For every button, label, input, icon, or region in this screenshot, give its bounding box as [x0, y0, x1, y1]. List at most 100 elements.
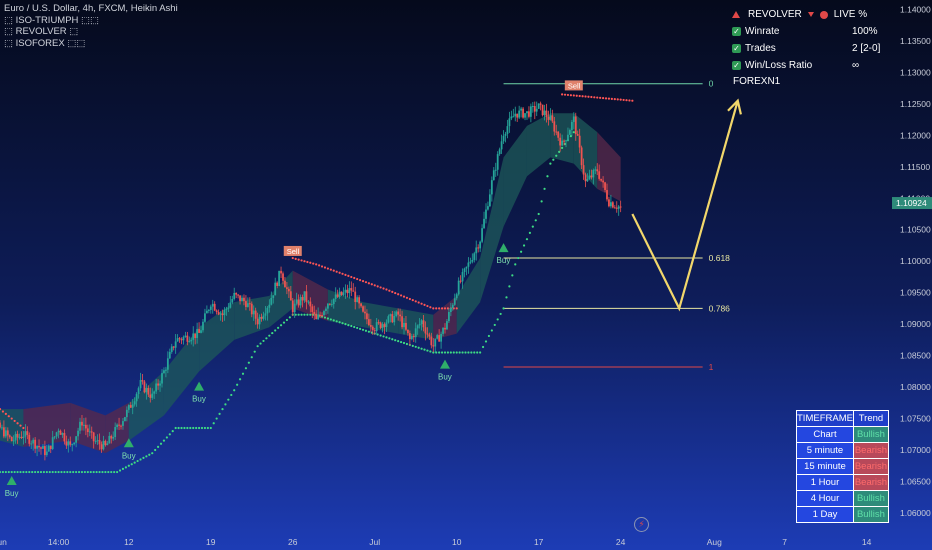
- indicator-iso-triumph[interactable]: ⬚ ISO-TRIUMPH ⬚⬚: [4, 14, 100, 26]
- trail-bull-dot: [376, 333, 379, 336]
- trail-bear-dot: [561, 93, 564, 96]
- candle-body: [535, 108, 538, 112]
- x-tick-label: Jun: [0, 537, 7, 547]
- candle-body: [30, 443, 33, 445]
- trail-bull-dot: [546, 175, 549, 178]
- candle-body: [483, 218, 485, 229]
- trail-bull-dot: [300, 313, 303, 316]
- trail-bull-dot: [440, 351, 444, 354]
- candle-body: [592, 170, 595, 178]
- trail-bear-dot: [563, 93, 567, 96]
- trail-bull-dot: [379, 334, 382, 337]
- candle-body: [541, 104, 544, 116]
- candle-body: [81, 421, 83, 426]
- tf-header-trend: Trend: [852, 410, 889, 427]
- trail-bear-dot: [13, 419, 16, 423]
- candle-body: [90, 431, 93, 433]
- candle-body: [102, 440, 105, 450]
- candle-body: [569, 130, 571, 135]
- trail-bear-dot: [326, 267, 329, 270]
- candle-body: [92, 432, 95, 442]
- trail-bull-dot: [206, 426, 209, 430]
- candle-body: [428, 334, 431, 337]
- trail-bull-dot: [399, 340, 403, 344]
- trail-bull-dot: [168, 433, 171, 436]
- y-tick-label: 1.07500: [900, 414, 931, 424]
- candle-body: [71, 444, 74, 446]
- x-tick-label: 24: [616, 537, 626, 547]
- candle-body: [590, 175, 593, 178]
- stats-label: Winrate: [745, 26, 780, 37]
- candle-body: [397, 311, 400, 315]
- candle-body: [362, 306, 364, 312]
- candle-body: [471, 259, 474, 262]
- candle-body: [414, 328, 417, 338]
- tf-label: Chart: [796, 426, 854, 443]
- trail-bull-dot: [16, 470, 19, 474]
- candle-body: [286, 287, 288, 289]
- indicator-revolver[interactable]: ⬚ REVOLVER ⬚: [4, 26, 79, 37]
- candle-body: [479, 241, 482, 249]
- trail-bear-dot: [361, 280, 365, 283]
- trail-bull-dot: [555, 154, 558, 157]
- trail-bear-dot: [596, 96, 599, 99]
- candle-body: [262, 315, 265, 319]
- trail-bull-dot: [116, 470, 119, 474]
- candle-body: [0, 422, 1, 428]
- trail-bull-dot: [335, 320, 338, 323]
- timeframe-trend-table: TIMEFRAME Trend Chart Bullish 5 minute Bea…: [796, 410, 889, 523]
- trail-bull-dot: [540, 200, 543, 203]
- candle-body: [12, 440, 15, 442]
- trail-bull-dot: [127, 464, 130, 467]
- candle-body: [529, 106, 532, 117]
- stats-label: Win/Loss Ratio: [745, 60, 813, 71]
- candle-body: [574, 116, 577, 135]
- candle-body: [502, 135, 505, 142]
- stats-row: ✓ Winrate 100%: [732, 23, 892, 40]
- candle-body: [84, 424, 87, 429]
- trail-bull-dot: [253, 350, 256, 353]
- candle-body: [543, 110, 546, 116]
- candle-body: [256, 318, 259, 325]
- trail-bear-dot: [435, 307, 438, 310]
- trail-bear-dot: [388, 289, 391, 292]
- candle-body: [246, 303, 249, 307]
- candle-body: [61, 433, 64, 435]
- flash-icon[interactable]: ⚡: [634, 517, 649, 532]
- trail-bull-dot: [338, 321, 341, 324]
- candle-body: [360, 303, 362, 307]
- band-segment: [23, 402, 71, 447]
- candle-body: [43, 446, 46, 456]
- trail-bear-dot: [426, 304, 429, 308]
- candle-body: [473, 253, 476, 260]
- candle-body: [235, 293, 238, 295]
- trail-bull-dot: [101, 470, 104, 474]
- trail-bear-dot: [367, 282, 370, 285]
- candle-body: [385, 322, 388, 328]
- trail-bull-dot: [490, 329, 493, 332]
- candle-body: [598, 171, 601, 179]
- candle-body: [63, 433, 66, 442]
- candle-body: [510, 116, 513, 119]
- candle-body: [399, 314, 402, 317]
- candle-body: [516, 113, 519, 118]
- band-segment: [292, 270, 328, 321]
- trail-bull-dot: [256, 345, 259, 348]
- candle-body: [284, 280, 286, 288]
- candle-body: [371, 326, 374, 331]
- candle-body: [120, 425, 122, 427]
- candle-body: [463, 268, 466, 273]
- candle-body: [289, 291, 292, 301]
- candle-body: [45, 451, 48, 456]
- trail-bear-dot: [587, 95, 590, 98]
- indicator-isoforex[interactable]: ⬚ ISOFOREX ⬚⬚: [4, 37, 86, 49]
- candle-body: [459, 280, 462, 282]
- band-segment: [526, 113, 551, 177]
- trail-bear-dot: [438, 307, 441, 310]
- stats-row: ✓ Trades 2 [2-0]: [732, 40, 892, 57]
- trail-bull-dot: [51, 470, 54, 474]
- trail-bull-dot: [215, 417, 218, 420]
- candle-body: [303, 291, 306, 301]
- symbol-title[interactable]: Euro / U.S. Dollar, 4h, FXCM, Heikin Ash…: [4, 3, 178, 14]
